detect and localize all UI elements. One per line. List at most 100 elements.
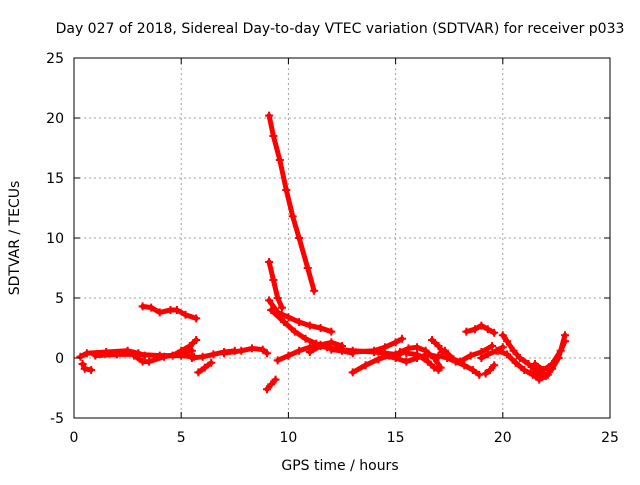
series-trace-arc-11 <box>266 259 285 311</box>
data-point-marker <box>267 306 276 314</box>
data-layer <box>76 111 569 394</box>
data-point-marker <box>361 361 370 370</box>
data-point-marker <box>267 380 276 389</box>
data-point-marker <box>475 370 484 379</box>
x-tick-label: 25 <box>601 430 619 446</box>
data-point-marker <box>526 368 535 377</box>
data-point-marker <box>348 348 357 356</box>
data-point-marker <box>194 368 203 377</box>
data-point-marker <box>434 342 443 350</box>
data-point-marker <box>192 336 201 344</box>
data-point-marker <box>430 354 439 362</box>
data-point-marker <box>370 346 379 355</box>
data-point-marker <box>177 346 186 355</box>
data-point-marker <box>277 303 286 312</box>
data-point-marker <box>147 303 156 312</box>
y-tick-label: -5 <box>50 411 64 427</box>
data-point-marker <box>316 324 325 332</box>
data-point-marker <box>556 346 565 355</box>
series-trace-arc-05 <box>170 337 199 359</box>
data-point-marker <box>262 385 271 394</box>
data-point-marker <box>477 321 486 330</box>
data-point-marker <box>327 327 336 336</box>
data-point-marker <box>413 350 422 359</box>
data-point-marker <box>138 302 147 311</box>
data-point-marker <box>265 111 274 120</box>
data-point-marker <box>305 348 314 356</box>
data-point-marker <box>398 334 407 343</box>
data-point-marker <box>490 361 499 370</box>
data-point-marker <box>483 350 492 359</box>
data-point-marker <box>449 355 458 364</box>
x-tick-label: 20 <box>494 430 512 446</box>
data-point-marker <box>402 357 411 366</box>
y-tick-label: 5 <box>55 291 64 307</box>
data-point-marker <box>434 366 443 374</box>
data-point-marker <box>462 327 471 336</box>
data-point-marker <box>503 337 512 346</box>
x-tick-label: 5 <box>177 430 186 446</box>
data-point-marker <box>282 186 291 194</box>
data-point-marker <box>468 366 477 374</box>
data-point-marker <box>498 343 507 352</box>
data-point-marker <box>200 363 209 372</box>
data-point-marker <box>168 351 177 360</box>
data-point-marker <box>380 343 389 352</box>
y-tick-label: 25 <box>46 51 64 67</box>
data-point-marker <box>187 346 196 355</box>
data-point-marker <box>434 351 443 360</box>
data-point-marker <box>80 364 89 373</box>
data-point-marker <box>477 354 486 362</box>
data-point-marker <box>258 345 267 354</box>
data-point-marker <box>483 325 492 334</box>
data-point-marker <box>535 375 544 384</box>
data-point-marker <box>498 331 507 340</box>
data-point-marker <box>348 368 357 377</box>
data-point-marker <box>269 276 278 284</box>
data-point-marker <box>402 349 411 358</box>
data-point-marker <box>271 375 280 384</box>
series-trace-arc-10 <box>266 113 317 294</box>
tick-layer: 0 5 10 15 20 25 -5 0 5 10 15 20 25 <box>46 51 619 446</box>
x-tick-label: 15 <box>387 430 405 446</box>
x-tick-label: 0 <box>70 430 79 446</box>
data-point-marker <box>91 351 100 360</box>
data-point-marker <box>295 234 304 242</box>
data-point-marker <box>275 156 284 164</box>
data-point-marker <box>87 366 96 374</box>
data-point-marker <box>520 366 529 374</box>
data-point-marker <box>421 346 430 355</box>
data-point-marker <box>466 351 475 360</box>
data-point-marker <box>460 361 469 370</box>
y-tick-label: 10 <box>46 231 64 247</box>
data-point-marker <box>185 342 194 350</box>
data-point-marker <box>391 354 400 362</box>
data-point-marker <box>490 328 499 337</box>
data-point-marker <box>327 345 336 354</box>
y-axis-label: SDTVAR / TECUs <box>7 181 23 296</box>
data-point-marker <box>430 363 439 372</box>
data-point-marker <box>247 344 256 353</box>
data-point-marker <box>78 360 87 368</box>
data-point-marker <box>155 308 164 317</box>
data-point-marker <box>541 372 550 380</box>
data-point-marker <box>548 360 557 368</box>
data-point-marker <box>494 346 503 355</box>
data-point-marker <box>280 318 289 326</box>
data-point-marker <box>374 355 383 364</box>
data-point-marker <box>262 349 271 358</box>
data-point-marker <box>428 336 437 344</box>
data-point-marker <box>509 346 518 355</box>
y-tick-label: 15 <box>46 171 64 187</box>
data-point-marker <box>187 354 196 362</box>
data-point-marker <box>82 349 91 358</box>
data-point-marker <box>172 306 181 314</box>
data-point-marker <box>560 337 569 346</box>
data-point-marker <box>485 366 494 374</box>
data-point-marker <box>207 358 216 367</box>
data-point-marker <box>269 132 278 140</box>
data-point-marker <box>192 314 201 323</box>
data-point-marker <box>112 350 121 359</box>
data-point-marker <box>209 350 218 359</box>
